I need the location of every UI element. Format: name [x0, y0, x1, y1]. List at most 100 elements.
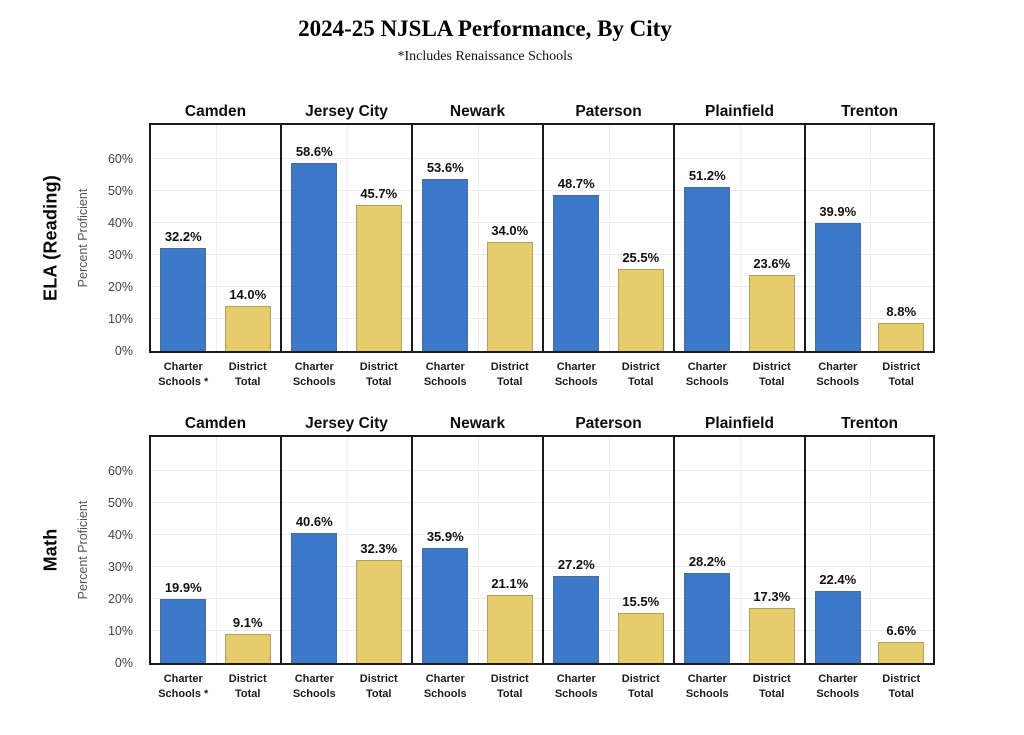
x-tick-line: District [752, 361, 791, 373]
charter-x-tick-label: Charter Schools [794, 360, 882, 391]
district-x-tick-label: District Total [204, 672, 293, 703]
district-bar [878, 322, 925, 351]
x-tick-line: District [490, 673, 529, 685]
city-panel: Camden 32.2% Charter Schools * 14.0% District… [149, 103, 281, 388]
y-tick-label: 40% [107, 528, 133, 542]
district-slot: 21.1% District Total [478, 437, 543, 700]
x-tick-line: Charter [294, 673, 334, 685]
x-tick-line: District [882, 673, 921, 685]
district-x-tick-label: District Total [335, 360, 424, 391]
charter-x-tick-label: Charter Schools * [139, 360, 228, 391]
x-tick-line: Schools [685, 376, 729, 389]
charter-x-tick-label: Charter Schools [794, 672, 882, 703]
y-axis-ticks: 60% 50% 40% 30% 20% 10% 0% [0, 123, 141, 358]
district-value-label: 34.0% [491, 223, 529, 239]
district-x-tick-label: District Total [858, 360, 946, 391]
district-slot: 34.0% District Total [478, 125, 543, 388]
grid-line-vertical [477, 437, 479, 663]
y-tick-label: 40% [107, 216, 133, 230]
x-tick-line: Schools * [158, 376, 209, 389]
charter-slot: 40.6% Charter Schools [282, 437, 347, 700]
y-tick-label: 0% [114, 344, 133, 358]
district-bar [748, 275, 795, 351]
grid-line-vertical [739, 125, 741, 351]
city-panel: Plainfield 28.2% Charter Schools 17.3% Distri… [673, 415, 805, 700]
city-title: Camden [184, 103, 247, 120]
district-bar [355, 559, 402, 663]
x-tick-line: Total [759, 688, 785, 701]
chart-subtitle: *Includes Renaissance Schools [397, 49, 573, 64]
district-slot: 15.5% District Total [609, 437, 674, 700]
ela-reading-row: ELA (Reading) Percent Proficient 60% 50% 4… [0, 103, 1024, 388]
x-tick-line: Total [235, 688, 261, 701]
charter-bar [291, 533, 338, 663]
district-bar [617, 613, 664, 663]
charter-slot: 19.9% Charter Schools * [151, 437, 216, 700]
grid-line-vertical [739, 437, 741, 663]
charter-x-tick-label: Charter Schools [270, 672, 359, 703]
y-tick-label: 50% [107, 496, 133, 510]
x-tick-line: District [490, 361, 529, 373]
charter-bar [422, 179, 469, 351]
charter-value-label: 27.2% [557, 556, 595, 572]
charter-slot: 53.6% Charter Schools [413, 125, 478, 388]
district-slot: 17.3% District Total [740, 437, 805, 700]
city-panel: Camden 19.9% Charter Schools * 9.1% District T… [149, 415, 281, 700]
charter-bar [684, 572, 731, 663]
district-value-label: 23.6% [753, 256, 791, 272]
district-slot: 23.6% District Total [740, 125, 805, 388]
district-value-label: 17.3% [753, 588, 791, 604]
y-tick-label: 50% [107, 184, 133, 198]
charter-slot: 32.2% Charter Schools * [151, 125, 216, 388]
district-value-label: 9.1% [232, 614, 263, 630]
district-value-label: 21.1% [491, 576, 529, 592]
y-tick-label: 20% [107, 592, 133, 606]
district-slot: 14.0% District Total [216, 125, 281, 388]
district-bar [486, 595, 533, 663]
district-value-label: 14.0% [229, 287, 267, 303]
district-bar [617, 269, 664, 351]
city-panel: Jersey City 40.6% Charter Schools 32.3% Distr… [280, 415, 411, 700]
city-title: Plainfield [705, 415, 774, 432]
charter-value-label: 28.2% [688, 553, 726, 569]
district-value-label: 32.3% [360, 540, 398, 556]
y-tick-label: 30% [107, 248, 133, 262]
x-tick-line: Total [888, 688, 914, 701]
x-tick-line: Charter [425, 361, 465, 373]
x-tick-line: Total [888, 376, 914, 389]
charter-x-tick-label: Charter Schools [401, 360, 490, 391]
charter-bar [814, 223, 861, 351]
charter-slot: 22.4% Charter Schools [806, 437, 870, 700]
charter-bar [422, 548, 469, 663]
city-title: Trenton [841, 415, 898, 432]
x-tick-line: Schools * [158, 688, 209, 701]
x-tick-line: Schools [292, 688, 336, 701]
grid-line-vertical [869, 125, 871, 351]
city-title: Jersey City [305, 103, 388, 120]
city-title: Paterson [575, 103, 642, 120]
grid-line-vertical [346, 125, 348, 351]
x-tick-line: Schools [554, 376, 598, 389]
charter-value-label: 53.6% [426, 160, 464, 176]
city-title: Jersey City [305, 415, 388, 432]
district-bar [486, 242, 533, 351]
charter-value-label: 19.9% [164, 580, 202, 596]
charter-x-tick-label: Charter Schools [532, 672, 621, 703]
y-tick-label: 10% [107, 624, 133, 638]
district-slot: 9.1% District Total [216, 437, 281, 700]
x-tick-line: District [228, 673, 267, 685]
charter-value-label: 51.2% [688, 168, 726, 184]
x-tick-line: District [752, 673, 791, 685]
district-x-tick-label: District Total [728, 672, 817, 703]
panels: Camden 19.9% Charter Schools * 9.1% District T… [149, 415, 935, 700]
district-slot: 6.6% District Total [870, 437, 934, 700]
x-tick-line: District [359, 361, 398, 373]
city-title: Paterson [575, 415, 642, 432]
x-tick-line: Charter [294, 361, 334, 373]
x-tick-line: Total [497, 688, 523, 701]
x-tick-line: Charter [163, 673, 203, 685]
city-title: Newark [449, 103, 506, 120]
x-tick-line: Schools [423, 688, 467, 701]
charter-x-tick-label: Charter Schools [401, 672, 490, 703]
